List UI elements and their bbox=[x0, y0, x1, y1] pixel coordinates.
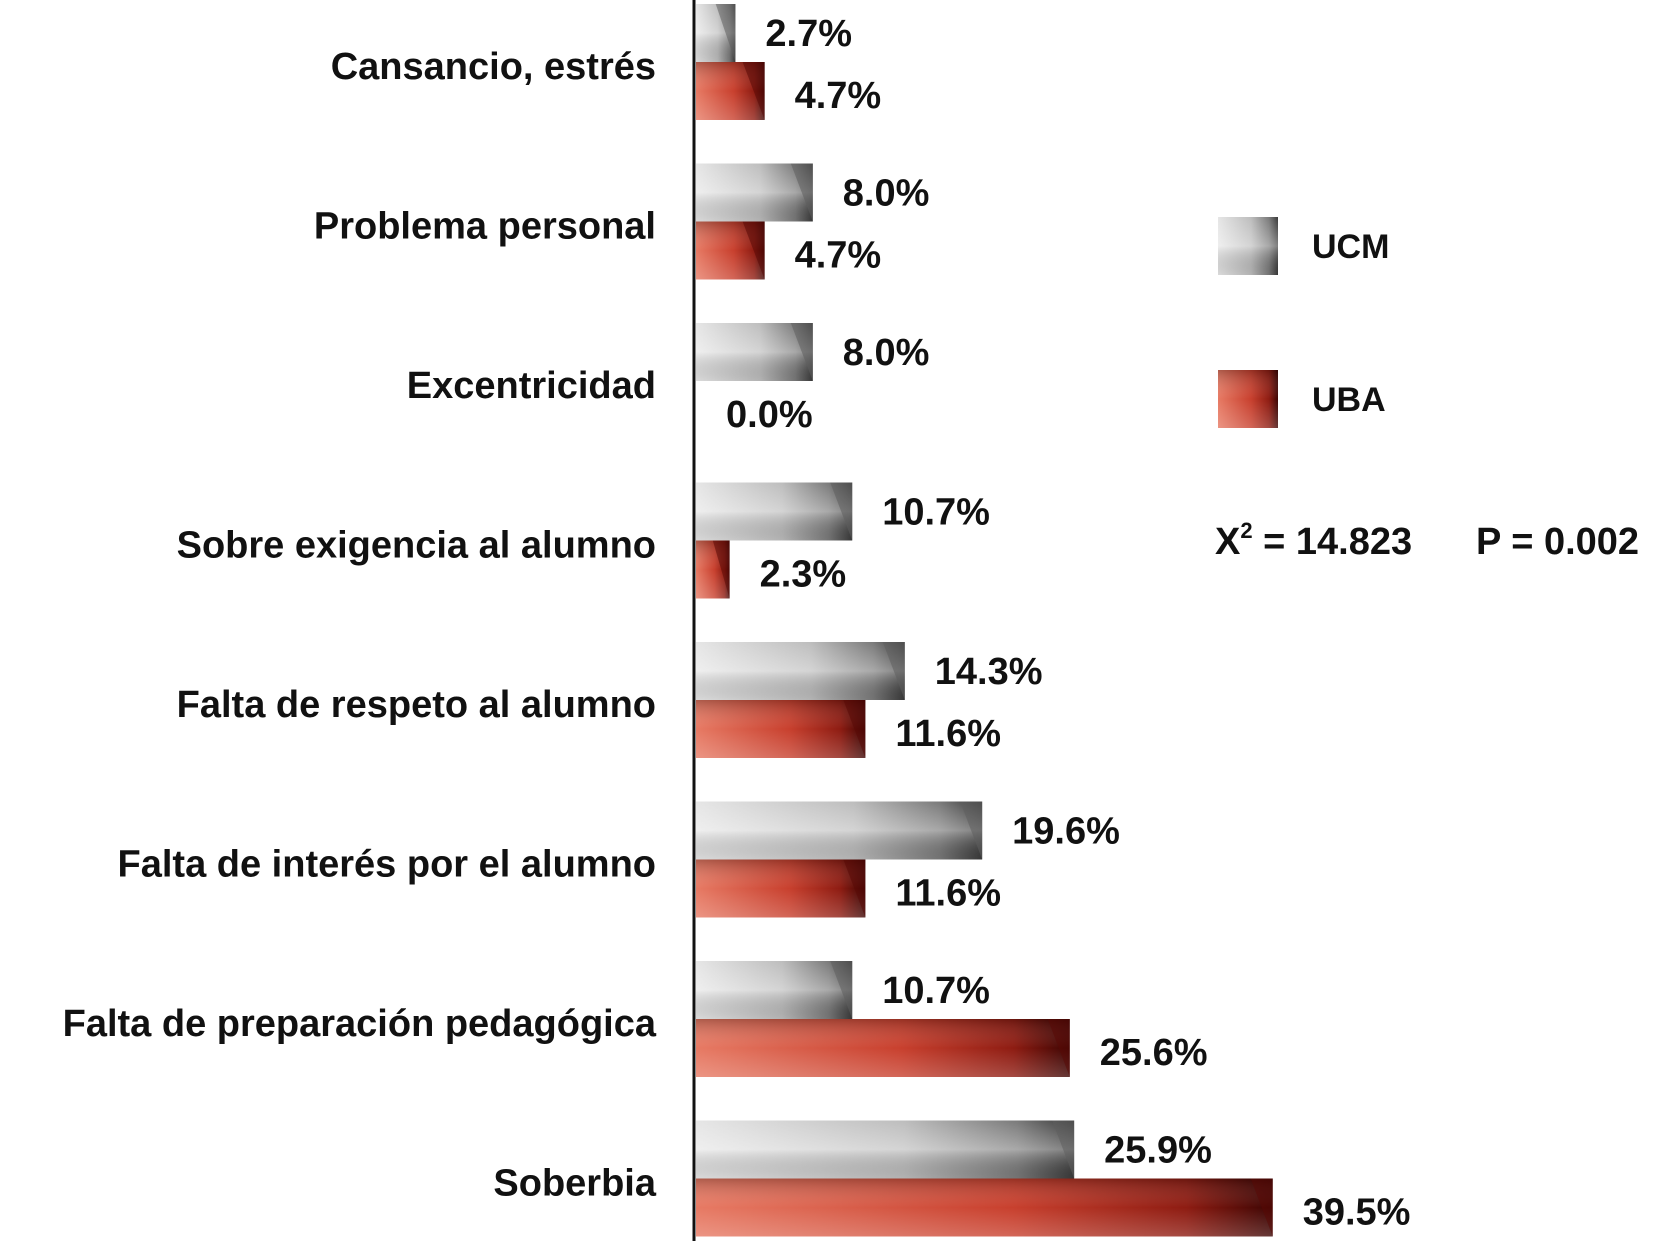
category-label-problema-personal: Problema personal bbox=[314, 206, 656, 248]
chi-exponent: 2 bbox=[1240, 518, 1252, 543]
value-label-uba-cansancio-estres: 4.7% bbox=[795, 75, 882, 117]
value-label-uba-falta-de-interes-por-el-alumno: 11.6% bbox=[895, 873, 1001, 915]
value-label-ucm-falta-de-respeto-al-alumno: 14.3% bbox=[935, 651, 1043, 693]
bar-shade-ucm-soberbia bbox=[696, 1120, 1075, 1179]
value-label-uba-falta-de-respeto-al-alumno: 11.6% bbox=[895, 713, 1001, 755]
value-label-ucm-falta-de-interes-por-el-alumno: 19.6% bbox=[1012, 811, 1120, 853]
category-label-excentricidad: Excentricidad bbox=[407, 365, 656, 407]
bar-edge-ucm-soberbia bbox=[1052, 1120, 1075, 1179]
chi-square-annotation: X2 = 14.823 bbox=[1215, 518, 1412, 563]
value-label-ucm-excentricidad: 8.0% bbox=[843, 332, 930, 374]
bar-shade-ucm-falta-de-interes-por-el-alumno bbox=[696, 801, 983, 860]
bar-edge-ucm-cansancio-estres bbox=[715, 4, 736, 62]
category-label-falta-de-interes-por-el-alumno: Falta de interés por el alumno bbox=[118, 844, 656, 886]
bar-shade-uba-falta-de-respeto-al-alumno bbox=[696, 700, 866, 758]
bar-edge-ucm-falta-de-respeto-al-alumno bbox=[882, 642, 905, 700]
bar-shade-ucm-falta-de-respeto-al-alumno bbox=[696, 642, 905, 700]
category-label-falta-de-preparacion-pedagogica: Falta de preparación pedagógica bbox=[63, 1003, 657, 1045]
bar-edge-uba-soberbia bbox=[1250, 1178, 1273, 1237]
value-label-uba-problema-personal: 4.7% bbox=[795, 235, 882, 277]
legend-swatch-shade-uba bbox=[1218, 370, 1278, 428]
category-label-soberbia: Soberbia bbox=[493, 1163, 656, 1205]
bar-shade-ucm-falta-de-preparacion-pedagogica bbox=[696, 961, 853, 1019]
bar-edge-ucm-falta-de-interes-por-el-alumno bbox=[960, 801, 983, 860]
bar-edge-uba-falta-de-preparacion-pedagogica bbox=[1047, 1019, 1070, 1077]
bar-shade-ucm-problema-personal bbox=[696, 163, 813, 222]
bar-shade-uba-soberbia bbox=[696, 1178, 1273, 1237]
bar-shade-ucm-excentricidad bbox=[696, 323, 813, 381]
bar-edge-uba-sobre-exigencia-al-alumno bbox=[712, 540, 730, 599]
value-label-ucm-problema-personal: 8.0% bbox=[843, 173, 930, 215]
chi-symbol: X bbox=[1215, 521, 1241, 563]
p-value-annotation: P = 0.002 bbox=[1476, 521, 1639, 563]
value-label-uba-excentricidad: 0.0% bbox=[726, 394, 813, 436]
chi-value: = 14.823 bbox=[1253, 521, 1413, 563]
bars-group bbox=[696, 4, 1273, 1237]
value-label-ucm-sobre-exigencia-al-alumno: 10.7% bbox=[882, 492, 990, 534]
legend: UCM UBA bbox=[1218, 217, 1389, 428]
bar-shade-ucm-sobre-exigencia-al-alumno bbox=[696, 482, 853, 541]
bar-edge-ucm-sobre-exigencia-al-alumno bbox=[830, 482, 853, 541]
value-labels-group: 2.7% 4.7% 8.0% 4.7% 8.0% 0.0% 10.7% 2.3% 14.3% 11… bbox=[726, 13, 1410, 1234]
bar-edge-ucm-falta-de-preparacion-pedagogica bbox=[830, 961, 853, 1019]
bar-shade-uba-falta-de-preparacion-pedagogica bbox=[696, 1019, 1070, 1077]
bar-edge-ucm-problema-personal bbox=[790, 163, 813, 222]
bar-edge-ucm-excentricidad bbox=[790, 323, 813, 381]
bar-edge-uba-falta-de-respeto-al-alumno bbox=[843, 700, 866, 758]
legend-label-uba: UBA bbox=[1312, 381, 1386, 419]
legend-label-ucm: UCM bbox=[1312, 228, 1389, 266]
value-label-ucm-falta-de-preparacion-pedagogica: 10.7% bbox=[882, 970, 990, 1012]
legend-swatch-shade-ucm bbox=[1218, 217, 1278, 275]
category-label-sobre-exigencia-al-alumno: Sobre exigencia al alumno bbox=[177, 525, 656, 567]
bar-shade-uba-falta-de-interes-por-el-alumno bbox=[696, 859, 866, 918]
category-label-falta-de-respeto-al-alumno: Falta de respeto al alumno bbox=[177, 684, 656, 726]
value-label-ucm-cansancio-estres: 2.7% bbox=[765, 13, 852, 55]
value-label-uba-soberbia: 39.5% bbox=[1303, 1192, 1411, 1234]
value-label-ucm-soberbia: 25.9% bbox=[1104, 1130, 1212, 1172]
bar-edge-uba-problema-personal bbox=[742, 221, 765, 280]
category-labels-group: Cansancio, estrés Problema personal Excent… bbox=[63, 46, 657, 1205]
value-label-uba-falta-de-preparacion-pedagogica: 25.6% bbox=[1100, 1032, 1208, 1074]
category-label-cansancio-estres: Cansancio, estrés bbox=[331, 46, 656, 88]
value-label-uba-sobre-exigencia-al-alumno: 2.3% bbox=[760, 554, 847, 596]
bar-edge-uba-falta-de-interes-por-el-alumno bbox=[843, 859, 866, 918]
bar-edge-uba-cansancio-estres bbox=[742, 62, 765, 120]
